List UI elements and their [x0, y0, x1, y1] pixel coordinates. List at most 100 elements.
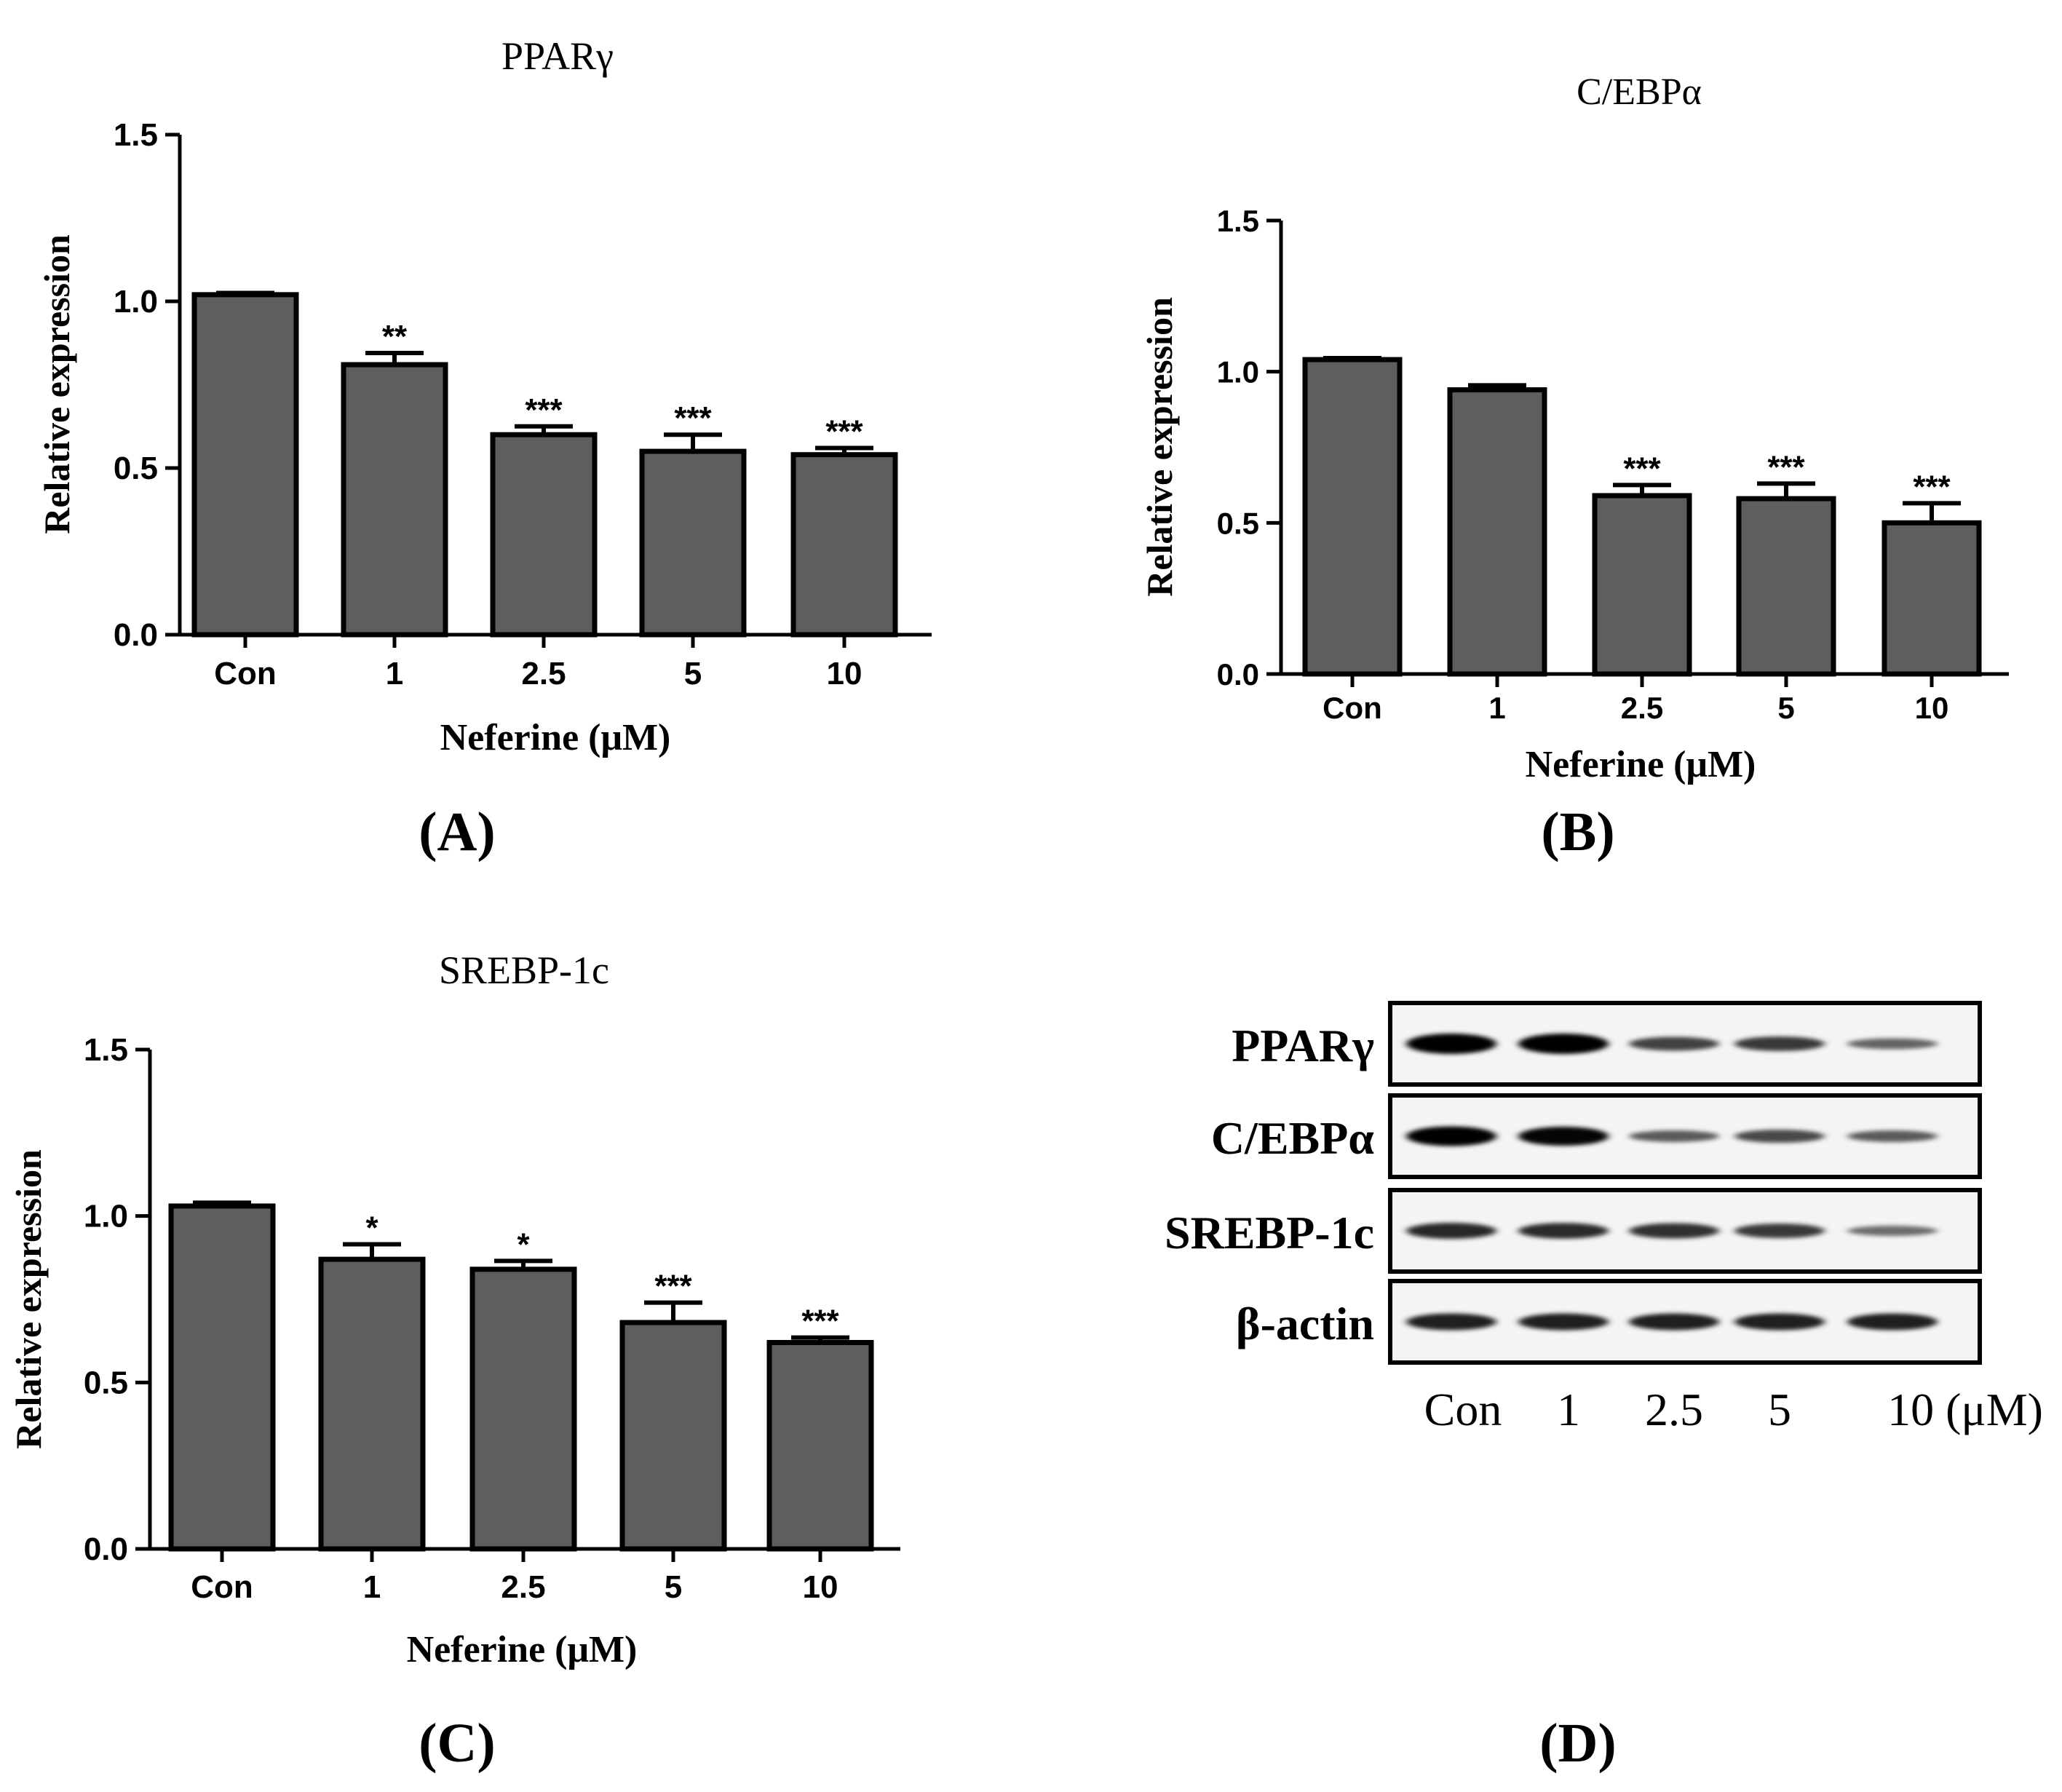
blot-band: [1518, 1313, 1609, 1331]
blot-band: [1734, 1313, 1825, 1331]
blot-lane-label: 2.5: [1645, 1384, 1703, 1435]
significance-marker: **: [382, 319, 408, 354]
x-tick-label: 1: [363, 1569, 381, 1605]
x-tick-label: 5: [1777, 691, 1794, 725]
bar: [1592, 493, 1692, 677]
significance-marker: ***: [654, 1269, 692, 1304]
significance-marker: ***: [825, 414, 863, 450]
significance-marker: ***: [525, 392, 563, 428]
y-tick-label: 0.0: [1217, 657, 1259, 691]
significance-marker: ***: [801, 1304, 839, 1339]
y-tick-label: 0.0: [114, 617, 158, 653]
bar: [639, 448, 747, 638]
significance-marker: ***: [1623, 451, 1661, 486]
bar: [1302, 357, 1403, 677]
y-tick-label: 1.0: [114, 284, 158, 320]
x-tick-label: 1: [1488, 691, 1505, 725]
panel-label: (A): [419, 801, 496, 863]
panel-label: (B): [1541, 801, 1614, 863]
significance-marker: ***: [674, 400, 712, 436]
x-tick-label: 5: [665, 1569, 682, 1605]
bar: [469, 1266, 577, 1552]
y-tick-label: 0.5: [1217, 506, 1259, 540]
x-axis-label: Neferine (μM): [440, 717, 671, 758]
blot-band: [1847, 1226, 1938, 1236]
bar: [1881, 520, 1982, 677]
bar: [1736, 496, 1836, 677]
bar: [766, 1339, 874, 1552]
bar: [619, 1320, 727, 1552]
blot-band: [1629, 1036, 1719, 1051]
x-tick-label: 10: [1915, 691, 1949, 725]
blot-lane-label: 1: [1557, 1384, 1580, 1435]
y-tick-label: 0.0: [84, 1531, 128, 1567]
bar: [490, 432, 598, 638]
significance-marker: *: [365, 1210, 378, 1246]
bar: [168, 1203, 276, 1552]
blot-band: [1406, 1126, 1496, 1146]
x-tick-label: Con: [214, 656, 277, 691]
panel-label: (D): [1539, 1713, 1617, 1774]
blot-band: [1629, 1223, 1719, 1239]
x-tick-label: 2.5: [501, 1569, 545, 1605]
blot-band: [1629, 1313, 1719, 1331]
y-axis-label: Relative expression: [36, 234, 77, 534]
blot-band: [1518, 1127, 1609, 1146]
x-tick-label: 10: [803, 1569, 838, 1605]
blot-row-label: C/EBPα: [1211, 1112, 1374, 1164]
blot-row-label: β-actin: [1236, 1298, 1374, 1349]
bar: [341, 362, 448, 638]
x-tick-label: 10: [827, 656, 863, 691]
y-axis-label: Relative expression: [8, 1149, 49, 1449]
blot-band: [1406, 1223, 1496, 1239]
x-tick-label: 5: [684, 656, 702, 691]
blot-band: [1734, 1036, 1825, 1051]
blot-lane-label: Con: [1424, 1384, 1502, 1435]
blot-band: [1629, 1130, 1719, 1142]
blot-band: [1518, 1223, 1609, 1239]
x-axis-label: Neferine (μM): [407, 1629, 638, 1670]
significance-marker: ***: [1767, 449, 1805, 485]
y-tick-label: 0.5: [114, 451, 158, 486]
y-tick-label: 1.5: [1217, 204, 1259, 238]
y-axis-label: Relative expression: [1139, 297, 1180, 597]
chart-title: C/EBPα: [1577, 71, 1702, 113]
blot-row-label: PPARγ: [1232, 1020, 1374, 1071]
chart-title: SREBP-1c: [439, 948, 609, 992]
x-tick-label: Con: [191, 1569, 253, 1605]
blot-band: [1734, 1130, 1825, 1143]
x-tick-label: 2.5: [1621, 691, 1663, 725]
blot-band: [1847, 1038, 1938, 1050]
blot-band: [1847, 1313, 1938, 1331]
y-tick-label: 1.0: [1217, 355, 1259, 389]
bar: [1447, 387, 1547, 677]
x-tick-label: Con: [1323, 691, 1382, 725]
blot-band: [1406, 1034, 1496, 1054]
bar: [191, 292, 299, 638]
blot-lane-label: 5: [1768, 1384, 1791, 1435]
x-tick-label: 2.5: [521, 656, 566, 691]
y-tick-label: 1.5: [114, 117, 158, 153]
blot-band: [1406, 1313, 1496, 1331]
significance-marker: *: [517, 1226, 530, 1262]
western-blot-panel: PPARγ C/EBPα SREBP-1c β-actin Con 1 2.5 5 10 (μM…: [1165, 1001, 2043, 1774]
blot-band: [1847, 1130, 1938, 1142]
panel-label: (C): [419, 1713, 496, 1774]
x-tick-label: 1: [386, 656, 403, 691]
chart-panel-b: C/EBPα 0.0 0.5 1.0 1.5 Con 1 2.5 5 10 *** *** *** Rel…: [1139, 71, 2009, 863]
y-tick-label: 0.5: [84, 1365, 128, 1400]
blot-band: [1734, 1224, 1825, 1238]
blot-lane-label: 10 (μM): [1887, 1384, 2043, 1435]
x-axis-label: Neferine (μM): [1526, 744, 1756, 785]
bar: [318, 1256, 426, 1552]
y-tick-label: 1.5: [84, 1032, 128, 1068]
y-tick-label: 1.0: [84, 1199, 128, 1234]
chart-title: PPARγ: [501, 34, 614, 78]
significance-marker: ***: [1913, 469, 1951, 504]
blot-band: [1518, 1034, 1609, 1054]
blot-row-label: SREBP-1c: [1165, 1207, 1374, 1258]
bar: [790, 452, 898, 638]
